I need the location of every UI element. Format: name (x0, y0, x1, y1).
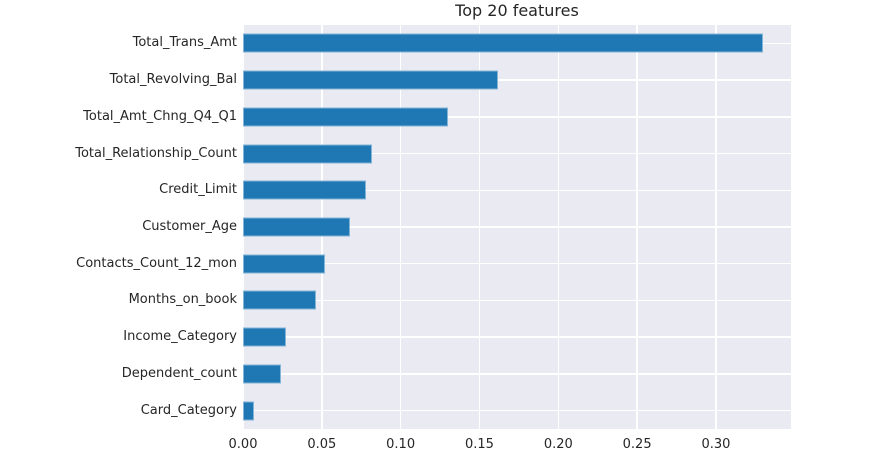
horizontal-gridline (243, 116, 791, 118)
bar-Total_Trans_Amt (243, 33, 764, 53)
x-tick-label: 0.25 (622, 437, 652, 452)
x-tick-label: 0.15 (464, 437, 494, 452)
bar-Customer_Age (243, 217, 351, 237)
bar-Total_Relationship_Count (243, 144, 373, 164)
x-tick-label: 0.00 (228, 437, 258, 452)
y-tick-label: Customer_Age (142, 219, 237, 234)
y-tick-label: Total_Amt_Chng_Q4_Q1 (83, 108, 237, 124)
horizontal-gridline (243, 299, 791, 302)
y-tick-label: Card_Category (140, 402, 237, 418)
bar-Income_Category (243, 327, 286, 347)
y-tick-label: Income_Category (123, 329, 237, 345)
y-tick-label: Total_Revolving_Bal (109, 72, 237, 88)
y-tick-label: Contacts_Count_12_mon (76, 255, 237, 271)
horizontal-gridline (243, 152, 791, 155)
horizontal-gridline (243, 373, 791, 375)
x-tick-label: 0.05 (307, 437, 337, 452)
horizontal-gridline (243, 79, 791, 81)
y-tick-label: Dependent_count (121, 365, 237, 381)
horizontal-gridline (243, 226, 791, 228)
x-tick-label: 0.10 (386, 437, 416, 452)
y-tick-label: Total_Relationship_Count (75, 145, 237, 161)
horizontal-gridline (243, 409, 791, 412)
horizontal-gridline (243, 336, 791, 338)
y-tick-label: Months_on_book (128, 292, 237, 308)
y-axis-labels: Total_Trans_Amt Total_Revolving_Bal Total_… (0, 25, 237, 429)
horizontal-gridline (243, 189, 791, 192)
horizontal-gridline (243, 262, 791, 265)
bar-Dependent_count (243, 364, 281, 384)
y-tick-label: Credit_Limit (159, 182, 237, 198)
y-tick-label: Total_Trans_Amt (132, 35, 237, 51)
x-tick-label: 0.30 (701, 437, 731, 452)
plot-area (242, 25, 791, 429)
x-axis-ticks: 0.00 0.05 0.10 0.15 0.20 0.25 0.30 (229, 437, 791, 457)
chart-title: Top 20 features (455, 1, 579, 20)
bar-Total_Revolving_Bal (243, 70, 499, 90)
bar-Contacts_Count_12_mon (243, 254, 325, 274)
bar-Months_on_book (243, 290, 316, 310)
bar-Total_Amt_Chng_Q4_Q1 (243, 107, 448, 127)
bar-Card_Category (243, 401, 255, 421)
bar-Credit_Limit (243, 180, 366, 200)
x-tick-label: 0.20 (543, 437, 573, 452)
